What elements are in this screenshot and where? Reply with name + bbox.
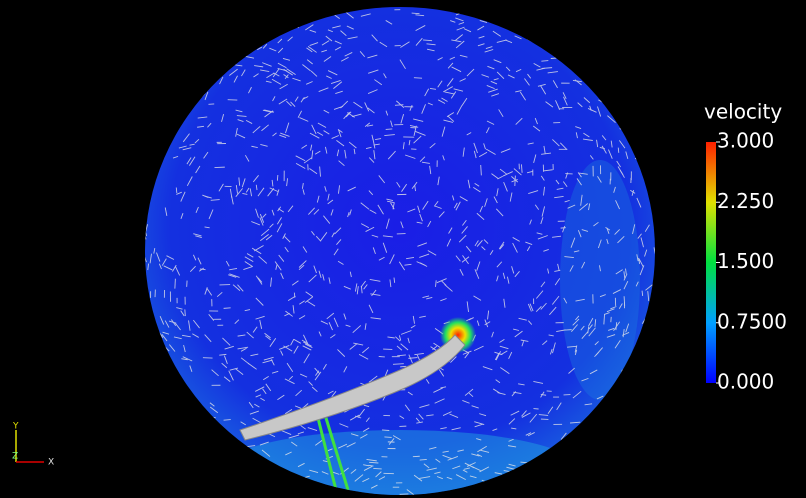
tick-label: 1.500 — [717, 249, 774, 273]
visualization: velocity Y Z X 3.000 2.250 1.500 0.7500 0.00… — [0, 0, 806, 498]
page: velocity Y Z X 3.000 2.250 1.500 0.7500 0.00… — [0, 0, 806, 498]
color-bar — [706, 142, 716, 383]
tick-label: 0.000 — [717, 370, 774, 394]
tick-label: 0.7500 — [717, 309, 787, 333]
axis-label: X — [48, 458, 54, 468]
legend-title: velocity — [704, 100, 782, 124]
tick-label: 3.000 — [717, 129, 774, 153]
axis-label: Z — [12, 452, 18, 462]
tick-label: 2.250 — [717, 189, 774, 213]
axis-label: Y — [12, 422, 19, 432]
